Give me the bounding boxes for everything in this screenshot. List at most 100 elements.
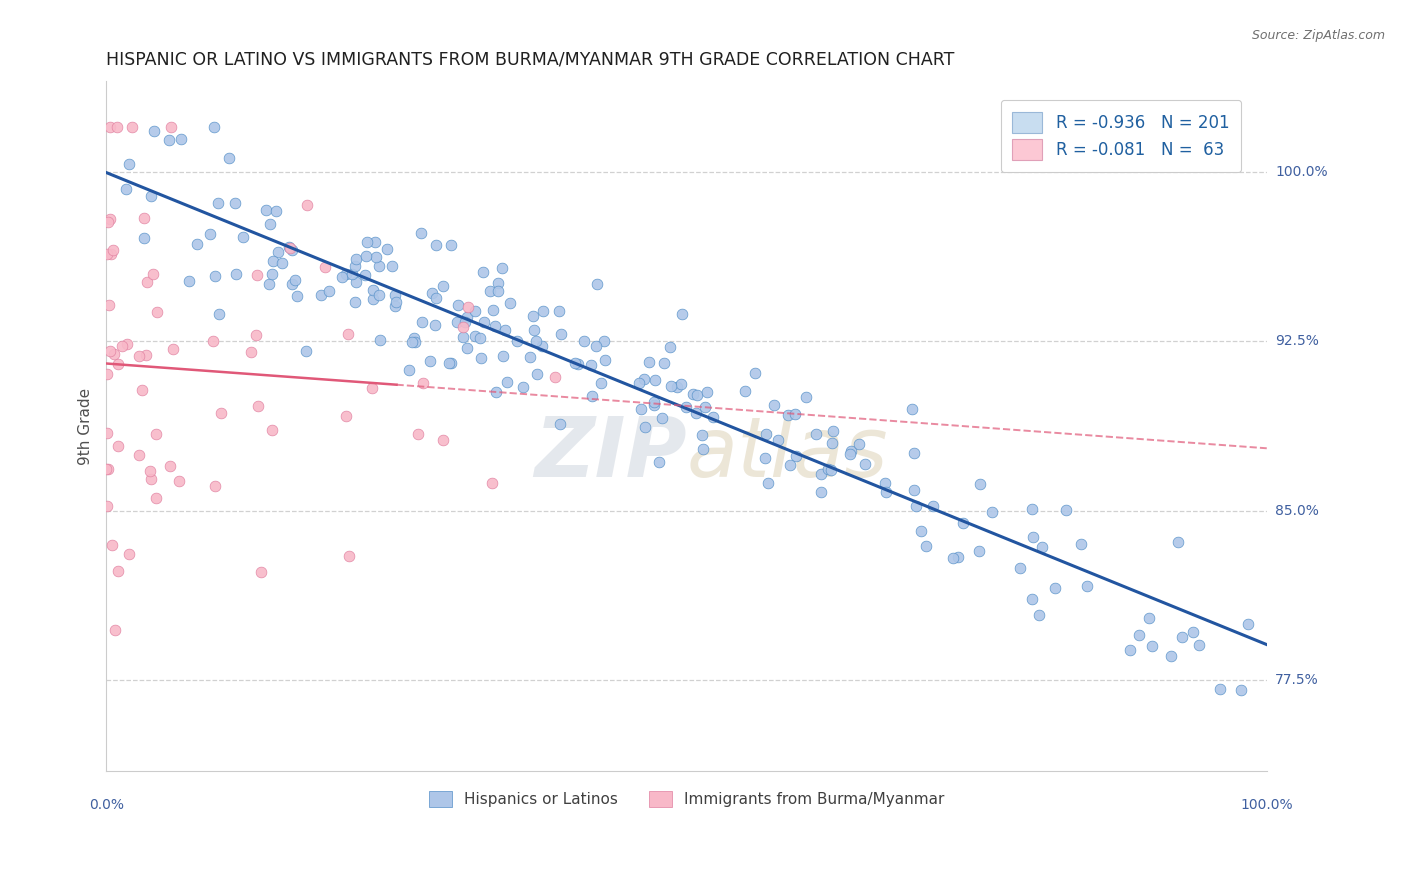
- Point: [804, 427, 827, 442]
- Point: [567, 357, 589, 371]
- Point: [96, 247, 118, 261]
- Text: 92.5%: 92.5%: [1275, 334, 1319, 348]
- Point: [440, 237, 463, 252]
- Point: [817, 462, 839, 476]
- Point: [208, 307, 231, 321]
- Point: [1142, 640, 1164, 654]
- Point: [406, 427, 429, 442]
- Point: [744, 367, 766, 381]
- Point: [1028, 607, 1050, 622]
- Point: [524, 334, 547, 349]
- Point: [839, 443, 862, 458]
- Point: [257, 277, 280, 292]
- Point: [224, 196, 246, 211]
- Point: [810, 484, 832, 499]
- Point: [1031, 541, 1053, 555]
- Point: [285, 289, 308, 303]
- Point: [981, 505, 1004, 519]
- Point: [337, 327, 360, 342]
- Point: [132, 231, 155, 245]
- Point: [472, 315, 495, 329]
- Point: [903, 446, 925, 460]
- Point: [107, 357, 129, 371]
- Point: [170, 132, 193, 146]
- Point: [533, 304, 555, 318]
- Point: [96, 462, 118, 476]
- Point: [1209, 681, 1232, 696]
- Point: [1139, 611, 1161, 625]
- Point: [488, 285, 510, 299]
- Point: [277, 240, 299, 254]
- Point: [839, 447, 862, 461]
- Point: [432, 279, 454, 293]
- Point: [266, 244, 288, 259]
- Point: [446, 315, 468, 329]
- Point: [1237, 617, 1260, 632]
- Point: [484, 319, 506, 334]
- Point: [820, 463, 842, 477]
- Point: [354, 248, 377, 262]
- Point: [314, 260, 336, 274]
- Point: [692, 442, 714, 456]
- Point: [853, 457, 876, 471]
- Point: [131, 383, 153, 397]
- Point: [98, 344, 121, 359]
- Point: [915, 539, 938, 553]
- Point: [512, 380, 534, 394]
- Point: [239, 344, 262, 359]
- Point: [142, 267, 165, 281]
- Point: [139, 472, 162, 486]
- Point: [1070, 537, 1092, 551]
- Point: [634, 420, 657, 434]
- Point: [104, 624, 127, 638]
- Point: [186, 236, 208, 251]
- Point: [544, 369, 567, 384]
- Point: [398, 363, 420, 377]
- Point: [143, 124, 166, 138]
- Point: [904, 500, 927, 514]
- Point: [762, 398, 785, 412]
- Point: [451, 330, 474, 344]
- Point: [669, 377, 692, 392]
- Point: [344, 276, 367, 290]
- Point: [118, 156, 141, 170]
- Point: [1188, 638, 1211, 652]
- Point: [284, 273, 307, 287]
- Point: [526, 367, 548, 381]
- Point: [294, 343, 316, 358]
- Point: [344, 260, 367, 274]
- Point: [160, 120, 183, 134]
- Point: [794, 391, 817, 405]
- Point: [411, 315, 433, 329]
- Point: [232, 229, 254, 244]
- Point: [652, 355, 675, 369]
- Point: [281, 243, 304, 257]
- Point: [420, 285, 443, 300]
- Text: 100.0%: 100.0%: [1275, 165, 1327, 178]
- Point: [157, 133, 180, 147]
- Point: [425, 318, 447, 332]
- Point: [648, 455, 671, 469]
- Point: [259, 217, 281, 231]
- Point: [768, 433, 790, 447]
- Point: [419, 353, 441, 368]
- Point: [633, 372, 655, 386]
- Point: [330, 269, 353, 284]
- Text: atlas: atlas: [686, 413, 889, 494]
- Point: [128, 350, 150, 364]
- Text: 77.5%: 77.5%: [1275, 673, 1319, 687]
- Point: [506, 334, 529, 348]
- Point: [364, 235, 387, 249]
- Y-axis label: 9th Grade: 9th Grade: [79, 387, 93, 465]
- Point: [159, 458, 181, 473]
- Point: [779, 458, 801, 472]
- Point: [100, 247, 122, 261]
- Point: [470, 351, 492, 366]
- Point: [482, 302, 505, 317]
- Point: [1021, 591, 1043, 606]
- Point: [848, 437, 870, 451]
- Point: [264, 203, 287, 218]
- Point: [439, 356, 461, 370]
- Point: [548, 303, 571, 318]
- Point: [335, 409, 357, 423]
